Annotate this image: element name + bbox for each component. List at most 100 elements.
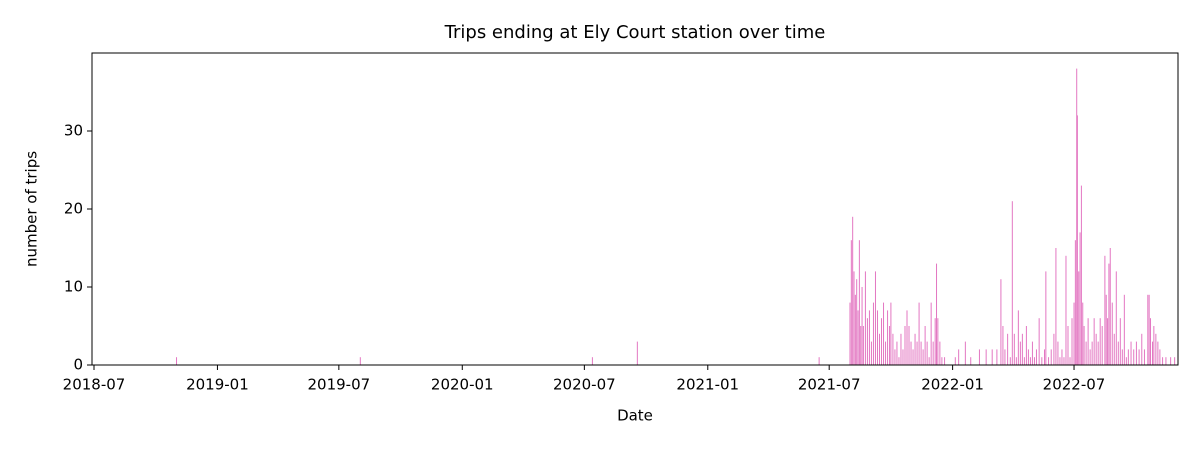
bar <box>1002 326 1004 365</box>
bar <box>930 302 932 365</box>
bar <box>1130 341 1132 365</box>
bar <box>924 326 926 365</box>
bar <box>852 216 854 365</box>
bar <box>985 349 987 365</box>
bar <box>883 302 885 365</box>
bar <box>1082 302 1084 365</box>
bar <box>1101 326 1103 365</box>
bar <box>1079 232 1081 365</box>
bar <box>898 357 900 365</box>
bar <box>1093 318 1095 365</box>
bar <box>896 341 898 365</box>
x-tick-label: 2019-07 <box>308 376 371 394</box>
bar <box>176 357 178 365</box>
bar <box>900 333 902 365</box>
bar <box>1063 357 1065 365</box>
bar <box>1095 333 1097 365</box>
bar <box>1108 263 1110 365</box>
bar <box>857 310 859 365</box>
x-tick-label: 2019-01 <box>186 376 249 394</box>
bar <box>1050 349 1052 365</box>
x-tick-label: 2022-01 <box>921 376 984 394</box>
bar <box>1041 357 1043 365</box>
plot-frame <box>91 52 1179 366</box>
y-tick-label: 0 <box>73 356 83 374</box>
bar <box>1073 302 1075 365</box>
bar <box>1029 357 1031 365</box>
bar <box>904 326 906 365</box>
bar <box>887 310 889 365</box>
bar <box>1091 341 1093 365</box>
bar <box>1013 333 1015 365</box>
bar <box>818 357 820 365</box>
x-tick-label: 2022-07 <box>1043 376 1106 394</box>
bar <box>1141 333 1143 365</box>
bar <box>1170 357 1172 365</box>
bar <box>868 310 870 365</box>
bar <box>1076 115 1078 366</box>
bar <box>1044 349 1046 365</box>
bar <box>1119 318 1121 365</box>
bar <box>1076 68 1078 365</box>
bar <box>996 349 998 365</box>
bar <box>918 302 920 365</box>
bar <box>1133 349 1135 365</box>
bar <box>1148 294 1150 365</box>
bar <box>1138 349 1140 365</box>
bar <box>1074 240 1076 365</box>
bar <box>885 341 887 365</box>
x-axis-label: Date <box>617 407 653 425</box>
bar <box>1009 357 1011 365</box>
bar <box>1149 318 1151 365</box>
bar <box>1087 318 1089 365</box>
bar <box>1104 255 1106 365</box>
bar <box>928 357 930 365</box>
bar <box>1053 333 1055 365</box>
bar <box>1123 294 1125 365</box>
bar <box>1111 302 1113 365</box>
bar <box>1045 271 1047 365</box>
bar <box>1097 341 1099 365</box>
bar <box>902 349 904 365</box>
bar <box>937 318 939 365</box>
bar <box>1033 357 1035 365</box>
bar <box>1085 341 1087 365</box>
bar <box>1021 333 1023 365</box>
bar <box>1038 318 1040 365</box>
bar <box>916 341 918 365</box>
bar <box>892 333 894 365</box>
bar <box>1055 248 1057 365</box>
bar <box>1147 294 1149 365</box>
y-tick-label: 20 <box>64 200 83 218</box>
bar <box>856 279 858 365</box>
y-tick-label: 10 <box>64 278 83 296</box>
bar <box>636 341 638 365</box>
bar <box>954 357 956 365</box>
bar <box>1083 326 1085 365</box>
bar <box>1115 271 1117 365</box>
bar <box>910 341 912 365</box>
bar <box>970 357 972 365</box>
bar <box>1155 333 1157 365</box>
bar <box>934 318 936 365</box>
bar <box>1125 357 1127 365</box>
chart-title: Trips ending at Ely Court station over t… <box>444 22 826 43</box>
bar <box>1078 271 1080 365</box>
bar <box>1015 357 1017 365</box>
x-tick-label: 2020-01 <box>431 376 494 394</box>
bar <box>866 318 868 365</box>
bar <box>1000 279 1002 365</box>
bar <box>964 341 966 365</box>
bar <box>874 271 876 365</box>
bar <box>876 310 878 365</box>
bar <box>936 263 938 365</box>
bar <box>890 302 892 365</box>
bar <box>922 349 924 365</box>
bar <box>1048 357 1050 365</box>
bar <box>932 341 934 365</box>
bar <box>1027 349 1029 365</box>
bar <box>591 357 593 365</box>
x-tick-label: 2021-07 <box>798 376 861 394</box>
bar <box>1057 341 1059 365</box>
